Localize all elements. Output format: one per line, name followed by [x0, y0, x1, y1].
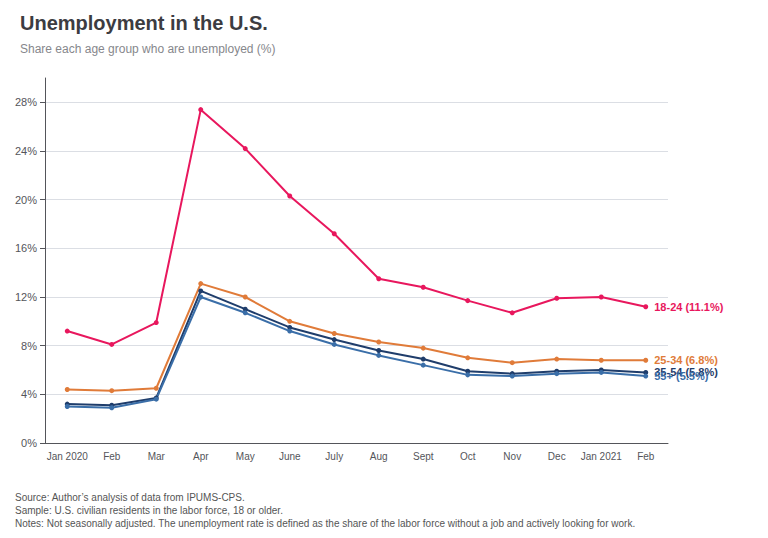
svg-text:May: May [236, 451, 255, 462]
svg-text:Notes: Not seasonally adjusted: Notes: Not seasonally adjusted. The unem… [15, 518, 635, 529]
svg-text:Apr: Apr [193, 451, 209, 462]
svg-text:55+ (5.5%): 55+ (5.5%) [654, 370, 708, 382]
svg-text:Oct: Oct [460, 451, 476, 462]
svg-text:16%: 16% [15, 242, 37, 254]
svg-text:Aug: Aug [370, 451, 388, 462]
svg-text:Mar: Mar [148, 451, 166, 462]
svg-text:Jan 2021: Jan 2021 [581, 451, 623, 462]
svg-text:Sample: U.S. civilian resident: Sample: U.S. civilian residents in the l… [15, 505, 283, 516]
svg-text:Share each age group who are u: Share each age group who are unemployed … [20, 42, 276, 56]
svg-text:Unemployment in the U.S.: Unemployment in the U.S. [20, 12, 268, 34]
svg-text:Feb: Feb [637, 451, 655, 462]
svg-text:0%: 0% [21, 437, 37, 449]
svg-text:Dec: Dec [548, 451, 566, 462]
svg-text:8%: 8% [21, 340, 37, 352]
svg-text:12%: 12% [15, 291, 37, 303]
svg-text:24%: 24% [15, 145, 37, 157]
svg-text:Jan 2020: Jan 2020 [47, 451, 89, 462]
svg-text:28%: 28% [15, 96, 37, 108]
svg-text:Sept: Sept [413, 451, 434, 462]
svg-text:4%: 4% [21, 388, 37, 400]
svg-text:June: June [279, 451, 301, 462]
svg-text:July: July [325, 451, 343, 462]
svg-text:Feb: Feb [103, 451, 121, 462]
svg-text:18-24 (11.1%): 18-24 (11.1%) [654, 301, 723, 313]
svg-text:20%: 20% [15, 194, 37, 206]
svg-text:25-34 (6.8%): 25-34 (6.8%) [654, 354, 718, 366]
svg-text:Source: Author’s analysis of d: Source: Author’s analysis of data from I… [15, 492, 245, 503]
svg-text:Nov: Nov [503, 451, 521, 462]
